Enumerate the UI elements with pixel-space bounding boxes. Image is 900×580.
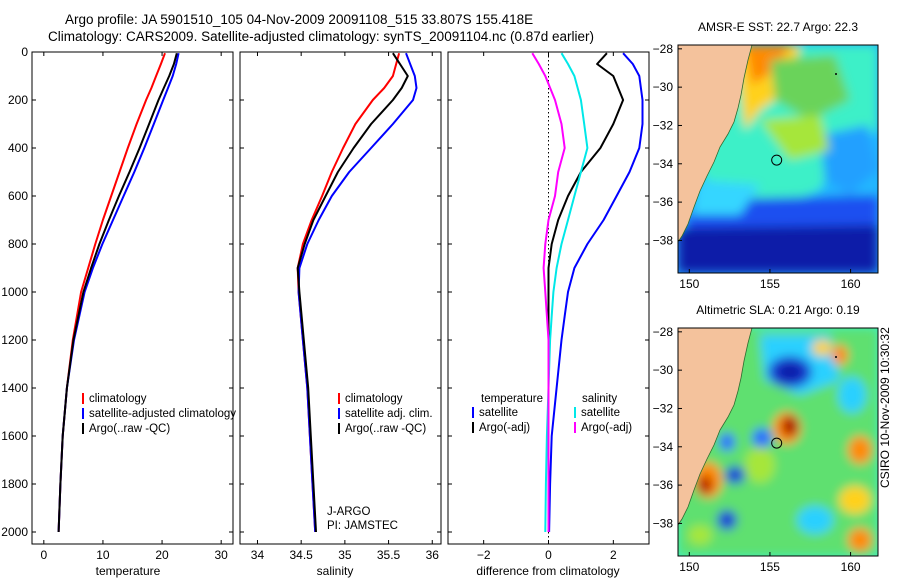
sst_map-ytick-label: −28	[653, 42, 674, 56]
salinity-xtick-label: 36	[426, 548, 440, 562]
difference-temperature-legend-label: satellite	[479, 407, 518, 419]
salinity-xtick-label: 34	[251, 548, 265, 562]
difference-salinity-legend-label: satellite	[581, 407, 620, 419]
sla-map-title: Altimetric SLA: 0.21 Argo: 0.19	[696, 303, 860, 317]
sst-map-panel: AMSR-E SST: 22.7 Argo: 22.3 150 155 160 −28…	[653, 20, 879, 291]
sst_map-ytick-label: −34	[653, 157, 674, 171]
temperature-xtick-label: 10	[96, 548, 110, 562]
sla_map-ytick-label: −34	[653, 440, 674, 454]
salinity-xlabel: salinity	[317, 564, 354, 578]
temperature-ytick-label: 600	[8, 189, 28, 203]
salinity-legend-label: climatology	[345, 393, 403, 405]
difference-temperature-legend-label: Argo(-adj)	[479, 422, 530, 434]
difference-xtick-label: 2	[610, 548, 617, 562]
salinity-annotation-line: PI: JAMSTEC	[327, 520, 398, 532]
sla_map-ytick-label: −30	[653, 363, 674, 377]
sla-map-panel: Altimetric SLA: 0.21 Argo: 0.19	[653, 303, 879, 574]
sst_map-xtick-label: 150	[679, 277, 699, 291]
difference-salinity-legend-label: Argo(-adj)	[581, 422, 632, 434]
sla-argo-position-marker	[771, 437, 783, 449]
sst_map-ytick-label: −38	[653, 233, 674, 247]
temperature-ytick-label: 1800	[1, 477, 28, 491]
difference-xtick-label: −2	[477, 548, 491, 562]
temperature-ytick-label: 1200	[1, 333, 28, 347]
temperature-line-argo-raw-qc	[57, 52, 178, 533]
difference-xtick-label: 0	[545, 548, 552, 562]
temperature-ytick-label: 0	[21, 45, 28, 59]
sst-land	[678, 45, 753, 243]
sla_map-ytick-label: −32	[653, 401, 674, 415]
difference-line-salinity-argo-adj	[531, 52, 566, 532]
difference-legend-temperature-heading: temperature	[481, 393, 543, 405]
sst_map-xtick-label: 155	[760, 277, 780, 291]
temperature-ytick-label: 200	[8, 93, 28, 107]
sla_map-xtick-label: 160	[841, 560, 861, 574]
sla_map-xtick-label: 150	[679, 560, 699, 574]
salinity-xtick-label: 35	[338, 548, 352, 562]
temperature-xlabel: temperature	[96, 564, 161, 578]
salinity-line-argo-raw-qc	[296, 52, 409, 533]
temperature-plot-frame	[31, 51, 234, 545]
temperature-legend-label: climatology	[89, 393, 147, 405]
temperature-ytick-label: 400	[8, 141, 28, 155]
temperature-ytick-label: 1600	[1, 429, 28, 443]
salinity-panel: 34 34.5 35 35.5 36 climatology satellite adj. …	[239, 51, 442, 578]
sst-argo-position-marker	[771, 154, 783, 166]
difference-legend-salinity-heading: salinity	[582, 393, 617, 405]
salinity-xtick-label: 34.5	[289, 548, 313, 562]
temperature-ytick-label: 800	[8, 237, 28, 251]
temperature-ytick-label: 1400	[1, 381, 28, 395]
temperature-ytick-label: 2000	[1, 525, 28, 539]
sla-map-frame	[677, 327, 879, 557]
figure-title-line1: Argo profile: JA 5901510_105 04-Nov-2009…	[65, 12, 534, 27]
temperature-xtick-label: 20	[155, 548, 169, 562]
temperature-panel: 0 10 20 30 0 200 400 600 800 1000 1200 1400 1600 1800…	[1, 45, 236, 578]
figure-title-line2: Climatology: CARS2009. Satellite-adjuste…	[48, 29, 595, 44]
sst-island-dot	[835, 73, 837, 75]
sst_map-ytick-label: −36	[653, 195, 674, 209]
sst-map-frame	[677, 44, 879, 274]
difference-panel: −2 0 2 temperature satellite Argo(-adj) salini…	[447, 51, 650, 578]
sla-island-dot	[835, 356, 837, 358]
salinity-legend-label: satellite adj. clim.	[345, 408, 433, 420]
temperature-xtick-label: 30	[214, 548, 228, 562]
salinity-xtick-label: 35.5	[377, 548, 401, 562]
salinity-legend-label: Argo(..raw -QC)	[345, 423, 426, 435]
sla_map-ytick-label: −36	[653, 478, 674, 492]
sst_map-ytick-label: −30	[653, 80, 674, 94]
sst_map-ytick-label: −32	[653, 118, 674, 132]
sst_map-xtick-label: 160	[841, 277, 861, 291]
sla_map-ytick-label: −38	[653, 516, 674, 530]
temperature-ytick-label: 1000	[1, 285, 28, 299]
sla_map-ytick-label: −28	[653, 325, 674, 339]
temperature-legend-label: Argo(..raw -QC)	[89, 423, 170, 435]
salinity-annotation-line: J-ARGO	[327, 506, 371, 518]
sst-map-title: AMSR-E SST: 22.7 Argo: 22.3	[698, 20, 858, 34]
sla_map-xtick-label: 155	[760, 560, 780, 574]
temperature-legend-label: satellite-adjusted climatology	[89, 408, 236, 420]
temperature-xtick-label: 0	[40, 548, 47, 562]
difference-xlabel: difference from climatology	[476, 564, 619, 578]
salinity-plot-frame	[239, 51, 442, 545]
sla-land	[678, 328, 753, 526]
difference-line-temperature-satellite	[548, 52, 644, 533]
